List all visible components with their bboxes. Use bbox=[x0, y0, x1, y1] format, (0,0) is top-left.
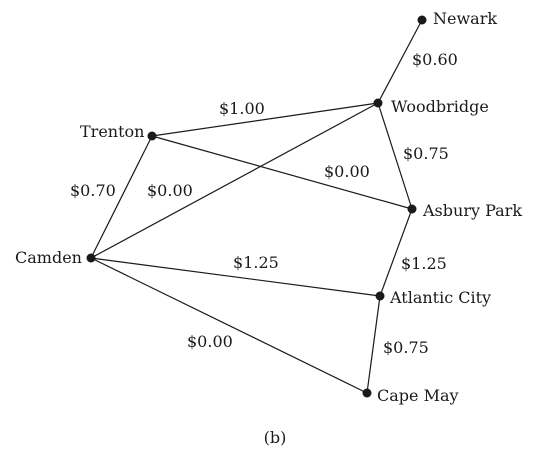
edge-label-trenton-camden: $0.70 bbox=[70, 181, 116, 200]
edge-trenton-woodbridge bbox=[151, 102, 379, 137]
edge-labels: $0.60 $1.00 $0.75 $0.00 $0.70 $0.00 $1.25 $1.25… bbox=[70, 50, 458, 357]
edge-label-camden-cape-may: $0.00 bbox=[187, 332, 233, 351]
edge-camden-cape-may bbox=[90, 257, 368, 394]
node-label-atlantic-city: Atlantic City bbox=[389, 288, 491, 307]
node-label-woodbridge: Woodbridge bbox=[391, 97, 489, 116]
node-cape-may bbox=[362, 388, 372, 398]
figure-caption: (b) bbox=[264, 428, 287, 447]
edge-woodbridge-asbury-park bbox=[377, 102, 413, 210]
edge-camden-woodbridge bbox=[90, 102, 379, 259]
edge-label-woodbridge-asbury-park: $0.75 bbox=[403, 144, 449, 163]
node-label-camden: Camden bbox=[15, 248, 82, 267]
edge-asbury-park-atlantic-city bbox=[379, 208, 413, 297]
node-atlantic-city bbox=[375, 291, 385, 301]
edge-newark-woodbridge bbox=[377, 19, 423, 104]
edge-atlantic-city-cape-may bbox=[366, 295, 381, 394]
edge-trenton-asbury-park bbox=[151, 135, 413, 210]
node-label-cape-may: Cape May bbox=[377, 386, 459, 405]
node-newark bbox=[417, 15, 427, 25]
node-label-trenton: Trenton bbox=[80, 122, 144, 141]
edge-label-trenton-woodbridge: $1.00 bbox=[219, 99, 265, 118]
edge-label-camden-woodbridge: $0.00 bbox=[147, 181, 193, 200]
edge-label-asbury-park-atlantic-city: $1.25 bbox=[401, 254, 447, 273]
edge-trenton-camden bbox=[90, 135, 153, 259]
edge-label-newark-woodbridge: $0.60 bbox=[412, 50, 458, 69]
edge-label-trenton-asbury-park: $0.00 bbox=[324, 162, 370, 181]
edge-label-atlantic-city-cape-may: $0.75 bbox=[383, 338, 429, 357]
edge-camden-atlantic-city bbox=[90, 257, 381, 297]
node-asbury-park bbox=[407, 204, 417, 214]
node-label-asbury-park: Asbury Park bbox=[422, 201, 522, 220]
edge-label-camden-atlantic-city: $1.25 bbox=[233, 253, 279, 272]
edges bbox=[90, 19, 423, 394]
node-woodbridge bbox=[373, 98, 383, 108]
node-camden bbox=[86, 253, 96, 263]
node-label-newark: Newark bbox=[433, 9, 497, 28]
node-trenton bbox=[147, 131, 157, 141]
nodes: Newark Woodbridge Trenton Asbury Park Camden… bbox=[15, 9, 522, 405]
